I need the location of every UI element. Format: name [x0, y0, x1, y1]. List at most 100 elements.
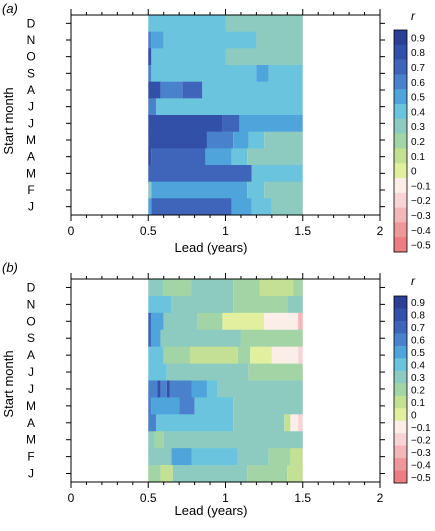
- colorbar-frame-a: [393, 29, 408, 253]
- heatmap-cell-b-2-4: [222, 312, 265, 331]
- heatmap-cell-b-8-0: [148, 414, 156, 432]
- heatmap-cell-b-4-1: [163, 346, 190, 364]
- heatmap-cell-a-4-1: [160, 81, 183, 99]
- heatmap-cell-b-6-7: [217, 380, 303, 398]
- heatmap-cell-a-7-4: [264, 131, 303, 149]
- colorbar-label-a-7: 0.2: [411, 137, 425, 148]
- heatmap-cell-b-6-1: [157, 380, 161, 398]
- heatmap-cell-a-9-1: [251, 165, 303, 182]
- heatmap-cell-a-11-4: [271, 198, 303, 216]
- colorbar-swatch-b-1: [394, 308, 407, 322]
- colorbar-label-b-10: −0.1: [411, 423, 431, 434]
- heatmap-cell-a-7-3: [248, 131, 265, 149]
- heatmap-cell-a-2-1: [151, 48, 226, 66]
- x-tick-label-b-2: 1: [222, 491, 229, 505]
- colorbar-label-b-9: 0: [411, 410, 417, 421]
- colorbar-b-title: r: [411, 274, 416, 288]
- month-label-b-9: M: [26, 433, 36, 447]
- colorbar-swatch-a-12: [394, 207, 407, 223]
- heatmap-cell-b-4-0: [148, 346, 164, 364]
- heatmap-cell-b-2-6: [298, 312, 303, 331]
- heatmap-cell-b-8-4: [290, 414, 299, 432]
- colorbar-frame-b: [393, 295, 408, 484]
- month-label-b-11: J: [28, 467, 34, 481]
- month-label-b-4: A: [27, 348, 35, 362]
- heatmap-cell-b-11-2: [172, 465, 248, 483]
- month-label-a-11: J: [28, 200, 34, 214]
- heatmap-cell-a-3-1: [151, 65, 257, 82]
- heatmap-cell-a-4-3: [202, 81, 303, 99]
- heatmap-cell-a-6-1: [222, 115, 240, 132]
- heatmap-cell-a-7-1: [206, 131, 234, 149]
- heatmap-cell-b-11-1: [160, 465, 173, 483]
- month-label-a-9: M: [26, 166, 36, 180]
- heatmap-cell-a-4-2: [182, 81, 203, 99]
- colorbar-a-title: r: [411, 9, 416, 23]
- heatmap-cell-a-11-0: [148, 198, 152, 216]
- heatmap-cell-b-1-3: [287, 295, 303, 314]
- month-label-a-2: O: [26, 50, 35, 64]
- heatmap-cell-b-6-3: [166, 380, 170, 398]
- colorbar-swatch-a-14: [394, 237, 407, 253]
- colorbar-label-b-4: 0.5: [411, 348, 425, 359]
- heatmap-cell-b-0-0: [148, 279, 164, 297]
- month-label-a-3: S: [27, 66, 35, 80]
- heatmap-cell-b-4-4: [250, 346, 272, 364]
- heatmap-cell-b-7-0: [148, 397, 152, 415]
- colorbar-label-b-6: 0.3: [411, 373, 425, 384]
- panel-b-label: (b): [2, 260, 18, 275]
- heatmap-cell-a-10-2: [247, 181, 265, 199]
- heatmap-cell-a-1-3: [256, 31, 303, 49]
- heatmap-cell-b-6-6: [206, 380, 218, 398]
- colorbar-label-a-5: 0.4: [411, 107, 425, 118]
- colorbar-swatch-b-12: [394, 445, 407, 459]
- heatmap-cell-a-3-3: [268, 65, 303, 82]
- colorbar-label-b-12: −0.3: [411, 448, 431, 459]
- colorbar-label-b-13: −0.4: [411, 460, 431, 471]
- month-label-a-10: F: [27, 183, 34, 197]
- heatmap-cell-a-5-1: [155, 98, 303, 116]
- heatmap-cell-a-8-2: [205, 148, 232, 166]
- heatmap-cell-b-8-5: [298, 414, 303, 432]
- colorbar-swatch-a-10: [394, 178, 407, 194]
- heatmap-cell-b-4-5: [271, 346, 299, 364]
- heatmap-cell-b-2-5: [264, 312, 299, 331]
- month-label-b-3: S: [27, 331, 35, 345]
- heatmap-cell-b-8-1: [155, 414, 234, 432]
- heatmap-cell-a-2-2: [225, 48, 303, 66]
- colorbar-label-b-5: 0.4: [411, 361, 425, 372]
- heatmap-cell-a-11-1: [151, 198, 232, 216]
- panel-a-label: (a): [2, 1, 18, 16]
- heatmap-cell-b-6-4: [169, 380, 192, 398]
- heatmap-cell-b-7-4: [233, 397, 303, 415]
- x-tick-label-b-0: 0: [68, 491, 75, 505]
- heatmap-cell-b-10-0: [148, 448, 172, 466]
- colorbar-label-a-3: 0.6: [411, 78, 425, 89]
- heatmap-cell-a-8-3: [231, 148, 248, 166]
- colorbar-label-a-8: 0.1: [411, 152, 425, 163]
- colorbar-label-a-13: −0.4: [411, 226, 431, 237]
- heatmap-cell-b-0-2: [191, 279, 234, 297]
- month-label-a-1: N: [27, 33, 36, 47]
- heatmap-cell-b-1-2: [233, 295, 288, 314]
- heatmap-cell-b-2-1: [151, 312, 164, 331]
- heatmap-cell-b-1-0: [148, 295, 172, 314]
- colorbar-swatch-b-9: [394, 408, 407, 421]
- heatmap-cell-a-3-2: [256, 65, 269, 82]
- heatmap-cell-b-8-3: [284, 414, 291, 432]
- heatmap-cell-b-10-2: [191, 448, 238, 466]
- heatmap-cell-b-6-5: [191, 380, 207, 398]
- colorbar-swatch-a-3: [394, 74, 407, 90]
- heatmap-cell-a-4-0: [148, 81, 161, 99]
- heatmap-cell-a-11-3: [251, 198, 272, 216]
- x-tick-label-b-4: 2: [377, 491, 384, 505]
- colorbar-label-b-1: 0.8: [411, 311, 425, 322]
- heatmap-cell-a-10-3: [264, 181, 303, 199]
- colorbar-swatch-b-7: [394, 383, 407, 397]
- colorbar-label-a-14: −0.5: [411, 241, 431, 252]
- month-label-b-7: M: [26, 399, 36, 413]
- month-label-b-10: F: [27, 450, 34, 464]
- colorbar-label-a-12: −0.3: [411, 211, 431, 222]
- heatmap-cell-b-11-3: [247, 465, 288, 483]
